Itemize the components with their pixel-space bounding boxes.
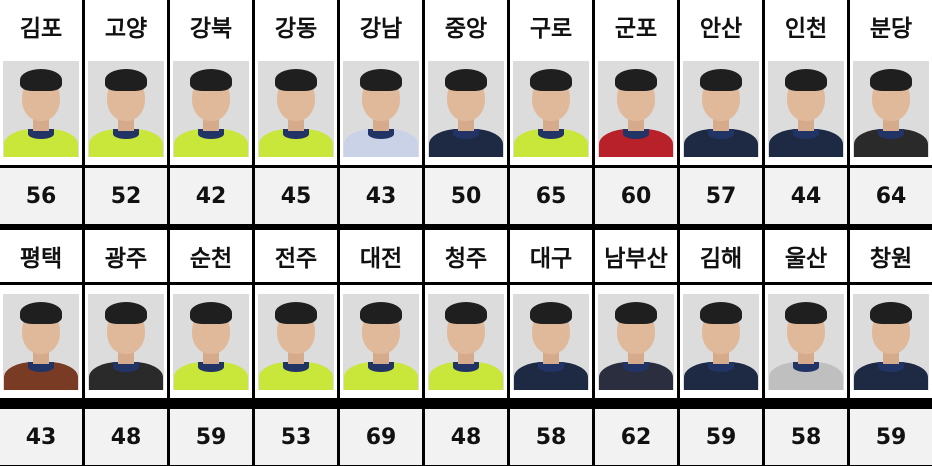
- age-value: 53: [255, 409, 337, 465]
- portrait-photo: [173, 60, 249, 157]
- portrait-cell: [85, 285, 167, 398]
- age-value: 48: [85, 409, 167, 465]
- region-name: 분당: [850, 0, 932, 52]
- portrait-cell: [850, 52, 932, 165]
- age-value: 62: [595, 409, 677, 465]
- portrait-row-2: [0, 285, 932, 398]
- region-name: 순천: [170, 230, 252, 282]
- region-name: 김포: [0, 0, 82, 52]
- region-name: 김해: [680, 230, 762, 282]
- region-name: 강북: [170, 0, 252, 52]
- region-name: 창원: [850, 230, 932, 282]
- age-row-2: 43 48 59 53 69 48 58 62 59 58 59: [0, 409, 932, 465]
- region-name: 중앙: [425, 0, 507, 52]
- portrait-photo: [683, 293, 759, 390]
- portrait-photo: [428, 60, 504, 157]
- age-value: 69: [340, 409, 422, 465]
- portrait-photo: [768, 60, 844, 157]
- portrait-cell: [765, 285, 847, 398]
- age-value: 52: [85, 168, 167, 224]
- portrait-cell: [340, 52, 422, 165]
- region-name: 청주: [425, 230, 507, 282]
- portrait-photo: [513, 60, 589, 157]
- age-value: 48: [425, 409, 507, 465]
- portrait-photo: [258, 60, 334, 157]
- portrait-cell: [680, 52, 762, 165]
- age-value: 43: [0, 409, 82, 465]
- region-name: 강남: [340, 0, 422, 52]
- age-value: 64: [850, 168, 932, 224]
- portrait-cell: [680, 285, 762, 398]
- portrait-photo: [853, 60, 929, 157]
- portrait-cell: [170, 52, 252, 165]
- portrait-photo: [343, 60, 419, 157]
- portrait-cell: [255, 285, 337, 398]
- age-value: 59: [680, 409, 762, 465]
- region-name: 군포: [595, 0, 677, 52]
- portrait-cell: [765, 52, 847, 165]
- portrait-cell: [510, 52, 592, 165]
- region-name: 안산: [680, 0, 762, 52]
- region-name: 전주: [255, 230, 337, 282]
- age-row-1: 56 52 42 45 43 50 65 60 57 44 64: [0, 168, 932, 224]
- portrait-cell: [850, 285, 932, 398]
- portrait-cell: [170, 285, 252, 398]
- region-name-row-2: 평택 광주 순천 전주 대전 청주 대구 남부산 김해 울산 창원: [0, 230, 932, 282]
- portrait-photo: [598, 293, 674, 390]
- portrait-photo: [683, 60, 759, 157]
- portrait-photo: [598, 60, 674, 157]
- age-value: 45: [255, 168, 337, 224]
- portrait-photo: [3, 60, 79, 157]
- portrait-cell: [85, 52, 167, 165]
- region-name: 인천: [765, 0, 847, 52]
- portrait-photo: [428, 293, 504, 390]
- region-name: 광주: [85, 230, 167, 282]
- portrait-photo: [768, 293, 844, 390]
- portrait-photo: [853, 293, 929, 390]
- portrait-cell: [340, 285, 422, 398]
- region-name: 대구: [510, 230, 592, 282]
- age-value: 57: [680, 168, 762, 224]
- region-name-row-1: 김포 고양 강북 강동 강남 중앙 구로 군포 안산 인천 분당: [0, 0, 932, 52]
- region-name: 울산: [765, 230, 847, 282]
- portrait-photo: [88, 293, 164, 390]
- region-name: 고양: [85, 0, 167, 52]
- age-value: 65: [510, 168, 592, 224]
- portrait-cell: [0, 285, 82, 398]
- region-name: 구로: [510, 0, 592, 52]
- portrait-cell: [425, 52, 507, 165]
- age-value: 60: [595, 168, 677, 224]
- age-value: 50: [425, 168, 507, 224]
- portrait-cell: [0, 52, 82, 165]
- portrait-cell: [510, 285, 592, 398]
- portrait-photo: [173, 293, 249, 390]
- portrait-cell: [595, 285, 677, 398]
- portrait-photo: [513, 293, 589, 390]
- age-value: 59: [850, 409, 932, 465]
- portrait-cell: [255, 52, 337, 165]
- age-value: 58: [510, 409, 592, 465]
- portrait-photo: [343, 293, 419, 390]
- portrait-photo: [258, 293, 334, 390]
- region-name: 남부산: [595, 230, 677, 282]
- region-name: 평택: [0, 230, 82, 282]
- portrait-photo: [3, 293, 79, 390]
- portrait-cell: [595, 52, 677, 165]
- region-name: 강동: [255, 0, 337, 52]
- portrait-cell: [425, 285, 507, 398]
- age-value: 59: [170, 409, 252, 465]
- portrait-row-1: [0, 52, 932, 165]
- portrait-photo: [88, 60, 164, 157]
- region-name: 대전: [340, 230, 422, 282]
- age-value: 58: [765, 409, 847, 465]
- age-value: 42: [170, 168, 252, 224]
- age-value: 56: [0, 168, 82, 224]
- age-value: 44: [765, 168, 847, 224]
- age-value: 43: [340, 168, 422, 224]
